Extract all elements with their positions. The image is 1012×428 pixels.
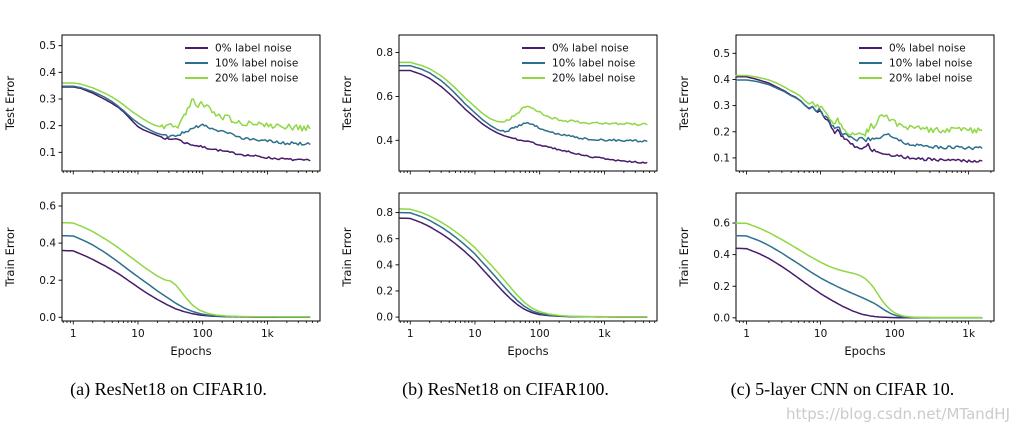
test-error-chart-c: 0.1 0.2 0.3 0.4 0.5 Test Error 0% label noise 1… [677,34,995,175]
series-line-10-label-noise [735,79,983,151]
x-tick-label: 1 [407,328,414,340]
y-tick-label: 0.4 [376,135,393,147]
legend-label: 0% label noise [889,43,966,55]
y-tick-label: 0.4 [39,67,56,79]
y-tick-label: 0.6 [376,91,393,103]
watermark: https://blog.csdn.net/MTandHJ [786,405,1010,423]
x-tick-label: 1 [743,328,750,340]
plot-box [61,34,321,172]
y-axis-label: Train Error [677,227,691,288]
y-axis-label: Train Error [340,227,354,288]
x-tick-label: 100 [193,328,213,340]
y-tick-label: 0.3 [713,100,730,112]
plot-box [61,192,321,322]
train-error-chart-a: 0.0 0.2 0.4 0.6 1 10 100 1k Train Error Epochs [3,192,321,358]
series-line-10-label-noise [735,234,983,319]
x-tick-label: 100 [530,328,550,340]
legend-label: 10% label noise [215,58,298,70]
legend-label: 10% label noise [552,58,635,70]
x-tick-label: 10 [814,328,827,340]
test-error-chart-a: 0.1 0.2 0.3 0.4 0.5 Test Error 0% label noise 1… [3,34,321,175]
y-tick-label: 0.4 [39,238,56,250]
panel-b: 0.4 0.6 0.8 Test Error 0% label noise 10% lab… [337,13,674,400]
series-line-20-label-noise [62,221,311,318]
caption-c: (c) 5-layer CNN on CIFAR 10. [730,379,955,399]
series-line-0-label-noise [735,247,983,319]
y-axis-label: Train Error [3,227,17,288]
y-tick-label: 0.4 [376,259,393,271]
series-line-20-label-noise [735,74,983,137]
legend-label: 20% label noise [552,73,635,85]
panel-c: 0.1 0.2 0.3 0.4 0.5 Test Error 0% label noise 1… [674,13,1011,400]
y-tick-label: 0.8 [376,207,393,219]
x-tick-label: 10 [468,328,481,340]
legend-label: 0% label noise [215,43,292,55]
plot-box [398,34,658,172]
x-axis-label: Epochs [844,344,885,358]
y-tick-label: 0.1 [713,152,730,164]
y-tick-label: 0.0 [376,312,393,324]
y-tick-label: 0.2 [713,281,730,293]
series-line-10-label-noise [399,64,648,143]
train-error-chart-c: 0.0 0.2 0.4 0.6 1 10 100 1k Train Error Epochs [677,192,995,358]
y-tick-label: 0.4 [713,74,730,86]
test-error-chart-b: 0.4 0.6 0.8 Test Error 0% label noise 10% lab… [340,34,658,175]
legend-label: 0% label noise [552,43,629,55]
y-tick-label: 0.5 [713,48,730,60]
legend-label: 20% label noise [889,73,972,85]
legend-label: 10% label noise [889,58,972,70]
plot-box [735,34,995,172]
y-axis-label: Test Error [3,76,17,132]
x-tick-label: 1 [70,328,77,340]
caption-a: (a) ResNet18 on CIFAR10. [70,379,267,399]
plot-box [398,192,658,322]
series-line-0-label-noise [62,249,311,318]
series-line-20-label-noise [399,208,648,318]
plot-box [735,192,995,322]
series-line-0-label-noise [62,86,311,162]
x-tick-label: 1k [261,328,275,340]
y-tick-label: 0.2 [39,120,56,132]
y-axis-label: Test Error [340,76,354,132]
series-line-20-label-noise [735,222,983,319]
x-tick-label: 1k [962,328,976,340]
y-tick-label: 0.5 [39,40,56,52]
panel-a: 0.1 0.2 0.3 0.4 0.5 Test Error 0% label noise 1… [0,13,337,400]
series-line-20-label-noise [62,82,311,132]
y-tick-label: 0.2 [39,275,56,287]
series-line-0-label-noise [399,69,648,164]
series-line-0-label-noise [735,76,983,163]
x-tick-label: 10 [131,328,144,340]
caption-b: (b) ResNet18 on CIFAR100. [402,379,609,399]
series-line-10-label-noise [62,85,311,146]
y-tick-label: 0.0 [39,312,56,324]
x-tick-label: 1k [598,328,612,340]
series-line-20-label-noise [399,61,648,127]
y-tick-label: 0.0 [713,312,730,324]
y-tick-label: 0.6 [376,233,393,245]
train-error-chart-b: 0.0 0.2 0.4 0.6 0.8 1 10 100 1k Train Error Epochs [340,192,658,358]
y-tick-label: 0.3 [39,94,56,106]
panel-row: 0.1 0.2 0.3 0.4 0.5 Test Error 0% label noise 1… [0,13,1011,400]
x-axis-label: Epochs [170,344,211,358]
y-axis-label: Test Error [677,76,691,132]
x-axis-label: Epochs [507,344,548,358]
legend-label: 20% label noise [215,73,298,85]
series-line-10-label-noise [62,234,311,318]
y-tick-label: 0.4 [713,249,730,261]
x-tick-label: 100 [885,328,905,340]
y-tick-label: 0.6 [713,218,730,230]
y-tick-label: 0.6 [39,201,56,213]
y-tick-label: 0.2 [713,126,730,138]
y-tick-label: 0.1 [39,147,56,159]
y-tick-label: 0.2 [376,286,393,298]
y-tick-label: 0.8 [376,47,393,59]
